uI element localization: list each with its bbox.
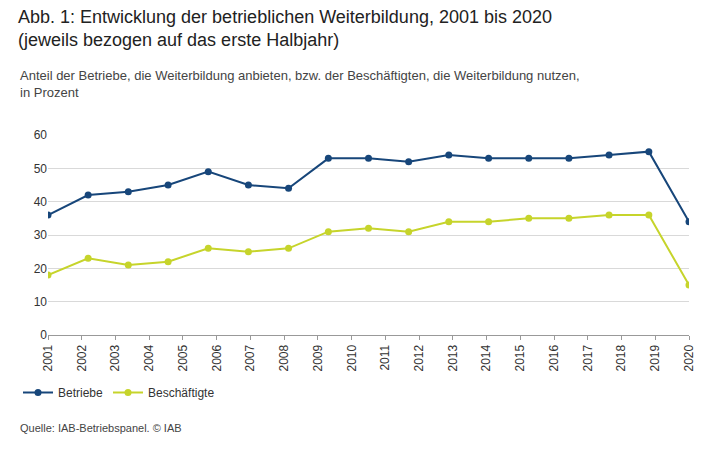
svg-text:2008: 2008 [277,344,291,371]
svg-text:2011: 2011 [378,344,392,370]
svg-text:40: 40 [34,195,48,209]
svg-text:2018: 2018 [614,344,628,371]
svg-text:2016: 2016 [547,344,561,371]
svg-text:2019: 2019 [648,344,662,371]
svg-text:2004: 2004 [142,344,156,371]
svg-text:Anteil der Betriebe, die Weite: Anteil der Betriebe, die Weiterbildung a… [20,68,580,100]
svg-text:Beschäftigte: Beschäftigte [148,386,214,400]
svg-text:20: 20 [34,262,48,276]
svg-text:2013: 2013 [446,344,460,371]
svg-text:2009: 2009 [311,344,325,371]
svg-text:2017: 2017 [581,344,595,371]
svg-text:2002: 2002 [75,344,89,371]
svg-text:2015: 2015 [513,344,527,371]
svg-text:60: 60 [34,128,48,142]
svg-text:Betriebe: Betriebe [58,386,103,400]
svg-text:50: 50 [34,162,48,176]
svg-text:2003: 2003 [108,344,122,371]
svg-text:2012: 2012 [412,344,426,371]
svg-text:Quelle: IAB-Betriebspanel. © I: Quelle: IAB-Betriebspanel. © IAB [20,422,182,434]
svg-text:Abb. 1: Entwicklung der betrie: Abb. 1: Entwicklung der betrieblichen We… [18,7,552,50]
svg-text:10: 10 [34,295,48,309]
svg-text:2010: 2010 [345,344,359,371]
svg-text:0: 0 [40,328,47,342]
svg-text:2006: 2006 [210,344,224,371]
svg-text:30: 30 [34,228,48,242]
svg-text:2001: 2001 [41,344,55,371]
svg-text:2020: 2020 [682,344,696,371]
svg-text:2014: 2014 [479,344,493,371]
svg-text:2005: 2005 [176,344,190,371]
svg-text:2007: 2007 [243,344,257,371]
